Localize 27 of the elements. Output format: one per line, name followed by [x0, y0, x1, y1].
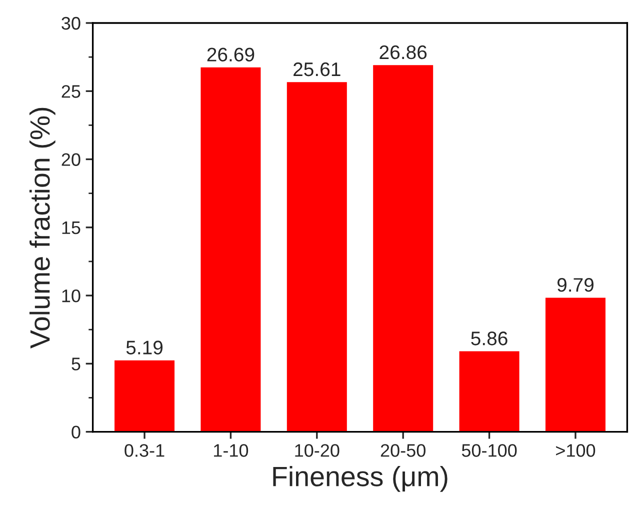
data-label: 9.79: [557, 278, 594, 292]
bar: [545, 298, 606, 432]
data-label: 5.86: [471, 332, 508, 346]
y-tick-label: 10: [62, 289, 80, 302]
bar: [373, 65, 434, 432]
x-tick-label: >100: [556, 444, 596, 457]
y-tick-label: 20: [62, 153, 80, 166]
y-tick-label: 5: [72, 358, 80, 370]
y-tick-label: 25: [62, 85, 80, 98]
x-tick-label: 10-20: [295, 444, 340, 457]
y-tick-label: 30: [62, 16, 80, 30]
x-tick-label: 0.3-1: [124, 444, 164, 457]
x-tick-label: 1-10: [214, 444, 248, 457]
y-tick-label: 0: [72, 426, 80, 439]
data-label: 5.19: [126, 340, 163, 354]
data-label: 26.86: [380, 45, 427, 60]
y-tick-label: 15: [62, 222, 80, 234]
x-tick-label: 50-100: [462, 444, 517, 457]
x-tick-label: 20-50: [380, 444, 426, 457]
bar: [459, 351, 520, 432]
bar: [114, 360, 175, 432]
bar: [286, 82, 347, 432]
data-label: 26.69: [207, 48, 254, 62]
bar: [200, 67, 261, 432]
x-axis-title: Fineness (μm): [273, 466, 448, 492]
y-axis-title: Volume fraction (%): [29, 108, 56, 348]
data-label: 25.61: [294, 62, 340, 76]
